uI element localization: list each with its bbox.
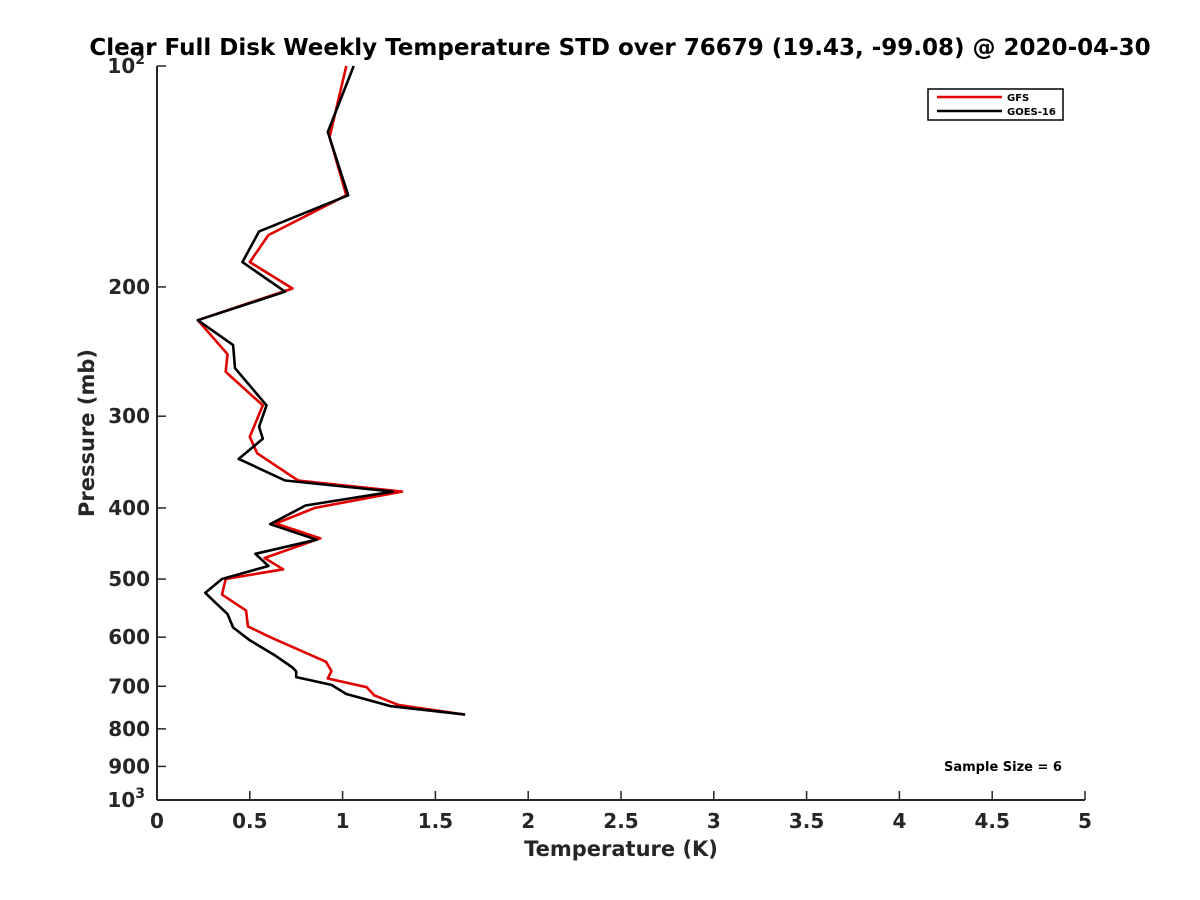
y-tick-label: 102 [107, 52, 145, 78]
x-axis: 0 0.5 1 1.5 2 2.5 3 3.5 4 4.5 5 [150, 791, 1092, 833]
x-tick-label: 1.5 [418, 809, 453, 833]
y-tick-label: 300 [108, 404, 150, 428]
y-axis: 102 200 300 400 500 600 700 800 900 103 [107, 52, 166, 812]
legend-box [927, 88, 1064, 121]
x-tick-label: 2.5 [603, 809, 638, 833]
x-tick-label: 2 [521, 809, 535, 833]
series-line-goes-16 [196, 65, 466, 716]
y-tick-label: 700 [108, 674, 150, 698]
x-tick-label: 0 [150, 809, 164, 833]
chart-title: Clear Full Disk Weekly Temperature STD o… [89, 35, 1150, 61]
legend: GFS GOES-16 [927, 88, 1064, 121]
x-tick-label: 0.5 [232, 809, 267, 833]
x-tick-label: 1 [336, 809, 350, 833]
y-tick-label: 103 [107, 786, 145, 812]
x-tick-label: 3.5 [789, 809, 824, 833]
x-tick-label: 4 [892, 809, 906, 833]
y-tick-label: 900 [108, 754, 150, 778]
x-axis-title: Temperature (K) [524, 837, 718, 861]
series-line-gfs [196, 65, 466, 716]
y-tick-label: 400 [108, 496, 150, 520]
x-tick-label: 4.5 [974, 809, 1009, 833]
y-axis-title: Pressure (mb) [75, 349, 99, 517]
y-tick-label: 200 [108, 275, 150, 299]
legend-label-goes16: GOES-16 [1007, 107, 1056, 118]
y-tick-label: 500 [108, 567, 150, 591]
sample-size-annotation: Sample Size = 6 [944, 760, 1062, 775]
x-tick-label: 5 [1078, 809, 1092, 833]
plot-lines [196, 65, 466, 716]
y-tick-label: 800 [108, 717, 150, 741]
x-tick-label: 3 [707, 809, 721, 833]
legend-label-gfs: GFS [1007, 93, 1029, 104]
y-tick-label: 600 [108, 625, 150, 649]
